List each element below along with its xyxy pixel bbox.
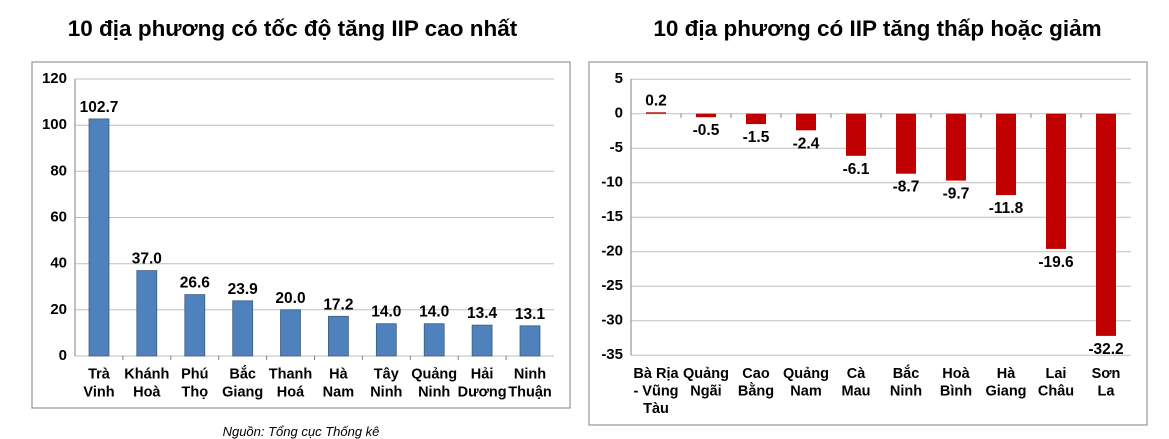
svg-text:Trà: Trà (88, 367, 111, 383)
svg-text:Ninh: Ninh (370, 384, 402, 400)
svg-text:-2.4: -2.4 (793, 135, 820, 152)
svg-text:0: 0 (615, 105, 623, 122)
svg-text:-32.2: -32.2 (1088, 341, 1123, 358)
svg-text:-10: -10 (601, 174, 623, 191)
svg-text:Tàu: Tàu (643, 401, 669, 417)
svg-text:Giang: Giang (222, 384, 263, 400)
svg-text:-35: -35 (601, 346, 623, 363)
svg-text:Lai: Lai (1046, 366, 1067, 382)
svg-text:Nam: Nam (790, 384, 821, 400)
svg-text:-5: -5 (610, 139, 623, 156)
svg-text:17.2: 17.2 (323, 296, 353, 313)
svg-text:-6.1: -6.1 (843, 161, 870, 178)
svg-text:Thuận: Thuận (508, 384, 552, 400)
svg-text:Hoá: Hoá (277, 384, 305, 400)
svg-text:Cà: Cà (847, 366, 866, 382)
svg-text:Quảng: Quảng (783, 366, 829, 382)
svg-text:14.0: 14.0 (419, 304, 449, 321)
svg-text:40: 40 (50, 255, 67, 272)
svg-text:-0.5: -0.5 (693, 122, 720, 139)
svg-text:Mau: Mau (842, 384, 871, 400)
svg-text:Bà Rịa: Bà Rịa (633, 366, 679, 382)
svg-text:120: 120 (42, 70, 67, 87)
svg-text:26.6: 26.6 (180, 275, 211, 292)
svg-text:-15: -15 (601, 208, 623, 225)
svg-text:Bằng: Bằng (738, 382, 774, 400)
svg-text:-9.7: -9.7 (943, 186, 970, 203)
svg-text:60: 60 (50, 208, 67, 225)
svg-text:Châu: Châu (1038, 384, 1074, 400)
svg-text:Sơn: Sơn (1092, 366, 1121, 382)
svg-text:-11.8: -11.8 (989, 200, 1024, 217)
svg-text:23.9: 23.9 (228, 281, 259, 298)
svg-text:Bắc: Bắc (229, 365, 256, 383)
svg-text:-19.6: -19.6 (1038, 254, 1074, 271)
svg-text:0.2: 0.2 (645, 92, 667, 109)
svg-text:-1.5: -1.5 (743, 129, 770, 146)
svg-text:5: 5 (615, 70, 623, 87)
svg-text:0: 0 (59, 347, 67, 364)
svg-text:Ninh: Ninh (418, 384, 450, 400)
svg-text:20: 20 (50, 301, 67, 318)
svg-text:102.7: 102.7 (80, 99, 119, 116)
svg-text:37.0: 37.0 (132, 251, 162, 268)
svg-text:Bắc: Bắc (893, 364, 920, 382)
svg-text:Dương: Dương (458, 384, 507, 400)
svg-text:-8.7: -8.7 (893, 179, 920, 196)
svg-text:La: La (1098, 384, 1116, 400)
svg-text:14.0: 14.0 (371, 304, 401, 321)
svg-text:Quảng: Quảng (411, 367, 457, 383)
svg-text:Hoà: Hoà (942, 366, 970, 382)
svg-text:Thọ: Thọ (182, 384, 209, 400)
svg-text:80: 80 (50, 162, 67, 179)
svg-text:Quảng: Quảng (683, 366, 729, 382)
svg-text:Giang: Giang (985, 384, 1026, 400)
svg-text:20.0: 20.0 (275, 290, 305, 307)
svg-text:Tây: Tây (374, 367, 399, 383)
svg-text:Thanh: Thanh (269, 367, 313, 383)
svg-text:13.1: 13.1 (515, 306, 546, 323)
svg-text:13.4: 13.4 (467, 305, 498, 322)
svg-text:-30: -30 (601, 312, 623, 329)
svg-text:Phú: Phú (181, 367, 208, 383)
svg-text:Ngãi: Ngãi (690, 384, 721, 400)
svg-text:Khánh: Khánh (124, 367, 169, 383)
svg-text:Hà: Hà (997, 366, 1016, 382)
svg-text:- Vũng: - Vũng (633, 384, 678, 400)
svg-text:-25: -25 (601, 277, 623, 294)
svg-text:Ninh: Ninh (890, 384, 922, 400)
svg-text:100: 100 (42, 116, 67, 133)
svg-text:Cao: Cao (742, 366, 770, 382)
svg-text:Hoà: Hoà (133, 384, 161, 400)
svg-text:-20: -20 (601, 243, 623, 260)
svg-text:Hải: Hải (471, 367, 494, 383)
svg-text:Vinh: Vinh (83, 384, 114, 400)
svg-text:Nam: Nam (323, 384, 354, 400)
svg-text:Hà: Hà (329, 367, 348, 383)
svg-text:Bình: Bình (940, 384, 972, 400)
svg-text:Ninh: Ninh (514, 367, 546, 383)
